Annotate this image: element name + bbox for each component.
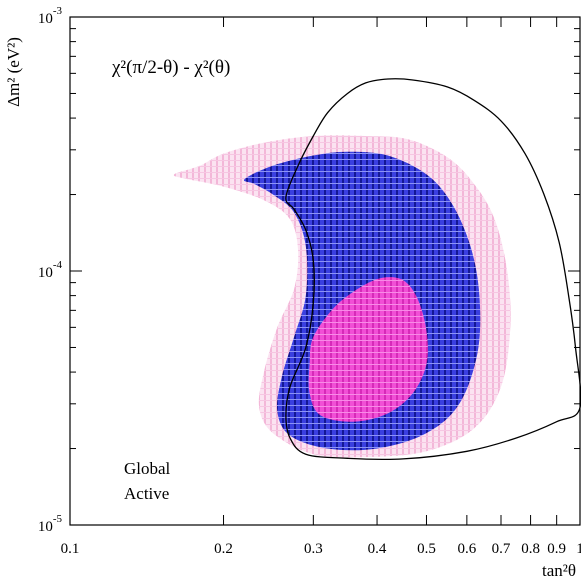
y-axis-label: Δm² (eV²) <box>4 37 23 107</box>
chi-square-annotation: χ²(π/2-θ) - χ²(θ) <box>111 57 230 78</box>
y-tick-label: 10-3 <box>38 5 63 27</box>
x-axis-ticks: 0.1 0.2 0.3 0.4 0.5 0.6 0.7 0.8 0.9 1 <box>61 17 581 557</box>
corner-label-global: Global <box>124 459 171 478</box>
corner-label-active: Active <box>124 484 169 503</box>
region-inner <box>308 277 428 422</box>
x-tick-label: 0.9 <box>547 541 566 557</box>
x-tick-label: 0.2 <box>214 541 233 557</box>
x-tick-label: 0.8 <box>521 541 540 557</box>
y-tick-label: 10-4 <box>38 259 63 281</box>
x-tick-label: 0.3 <box>304 541 323 557</box>
x-tick-label: 0.5 <box>417 541 436 557</box>
x-tick-label: 0.1 <box>61 541 80 557</box>
x-tick-label: 0.6 <box>457 541 476 557</box>
x-axis-label: tan²θ <box>542 561 576 580</box>
x-tick-label: 0.4 <box>368 541 387 557</box>
confidence-regions <box>173 135 511 458</box>
y-tick-label: 10-5 <box>38 513 63 535</box>
y-axis-ticks: 10-5 10-4 10-3 <box>38 5 580 535</box>
x-tick-label: 0.7 <box>492 541 511 557</box>
x-tick-label: 1 <box>576 541 581 557</box>
